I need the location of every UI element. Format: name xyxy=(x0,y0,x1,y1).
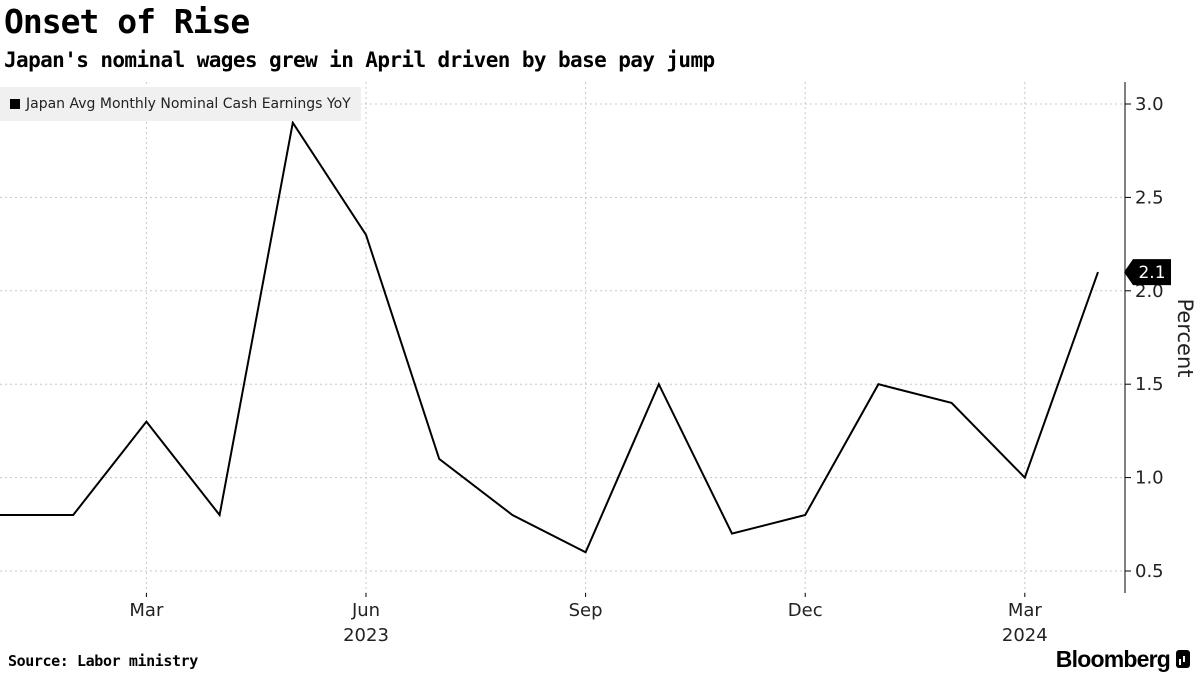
series-layer xyxy=(0,120,1099,554)
x-year-label: 2023 xyxy=(343,625,389,646)
labels: 2.1 xyxy=(1124,259,1171,286)
bloomberg-terminal-icon xyxy=(1176,650,1190,668)
y-tick-label: 0.5 xyxy=(1135,561,1164,582)
legend-label: Japan Avg Monthly Nominal Cash Earnings … xyxy=(26,96,351,112)
last-value-tag xyxy=(1124,259,1171,286)
axes: 0.5 1.0 1.5 2.0 2.5 3.0 Mar Jun Sep Dec Mar 2023 202… xyxy=(129,82,1197,646)
brand-logo: Bloomberg xyxy=(1056,644,1190,674)
y-tick-label: 1.5 xyxy=(1135,374,1164,395)
x-tick-label: Mar xyxy=(129,600,164,621)
legend-swatch xyxy=(10,99,20,109)
x-tick-label: Dec xyxy=(788,600,823,621)
series-line xyxy=(0,120,1099,554)
x-tick-label: Mar xyxy=(1008,600,1043,621)
source-note: Source: Labor ministry xyxy=(8,652,198,670)
grid xyxy=(0,82,1125,593)
y-axis-label: Percent xyxy=(1173,298,1197,377)
y-tick-label: 2.5 xyxy=(1135,187,1164,208)
x-tick-label: Jun xyxy=(351,600,380,621)
x-tick-label: Sep xyxy=(569,600,603,621)
brand-name: Bloomberg xyxy=(1055,646,1171,672)
legend: Japan Avg Monthly Nominal Cash Earnings … xyxy=(0,87,361,121)
chart-subtitle: Japan's nominal wages grew in April driv… xyxy=(4,48,715,72)
x-year-label: 2024 xyxy=(1002,625,1048,646)
y-tick-label: 1.0 xyxy=(1135,468,1164,489)
chart-title: Onset of Rise xyxy=(4,2,250,41)
y-tick-label: 3.0 xyxy=(1135,94,1164,115)
last-value-label: 2.1 xyxy=(1138,263,1165,283)
y-tick-label: 2.0 xyxy=(1135,281,1164,302)
